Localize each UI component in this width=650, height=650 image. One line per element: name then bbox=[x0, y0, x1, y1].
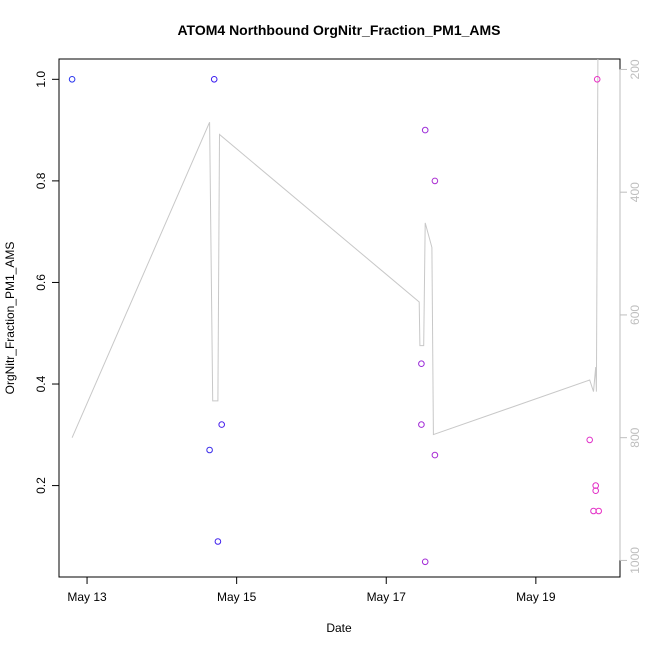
data-point bbox=[206, 446, 213, 454]
y-tick-label: 0.2 bbox=[34, 477, 48, 494]
data-point bbox=[68, 76, 76, 83]
y2-tick-label: 800 bbox=[628, 427, 642, 447]
data-point bbox=[431, 177, 439, 185]
y2-tick-label: 200 bbox=[628, 59, 642, 79]
altitude-line bbox=[71, 58, 599, 438]
data-point bbox=[592, 482, 600, 489]
y-tick-label: 0.6 bbox=[34, 274, 48, 291]
data-point bbox=[431, 451, 439, 459]
x-axis: May 13 May 15 May 17 May 19 bbox=[67, 576, 556, 604]
y2-tick-label: 400 bbox=[628, 182, 642, 202]
data-point bbox=[210, 76, 218, 83]
y-tick-label: 1.0 bbox=[34, 71, 48, 88]
altitude-line-layer bbox=[71, 58, 599, 438]
y2-tick-label: 600 bbox=[628, 305, 642, 325]
data-point bbox=[418, 421, 425, 428]
data-point bbox=[586, 436, 594, 444]
x-tick-label: May 13 bbox=[67, 590, 107, 604]
y-axis-left: 0.2 0.4 0.6 0.8 1.0 bbox=[34, 71, 60, 494]
y-tick-label: 0.4 bbox=[34, 375, 48, 392]
data-point bbox=[592, 487, 600, 495]
y-axis-label: OrgNitr_Fraction_PM1_AMS bbox=[3, 242, 17, 395]
data-point bbox=[418, 360, 425, 368]
data-point bbox=[593, 76, 601, 83]
x-tick-label: May 19 bbox=[516, 590, 556, 604]
x-tick-label: May 17 bbox=[367, 590, 407, 604]
data-point bbox=[218, 421, 225, 428]
points-layer bbox=[68, 76, 603, 566]
x-tick-label: May 15 bbox=[217, 590, 257, 604]
data-point bbox=[421, 558, 429, 566]
data-point bbox=[421, 126, 429, 134]
data-point bbox=[595, 507, 603, 515]
y2-tick-label: 1000 bbox=[628, 547, 642, 574]
y-axis-right: 200 400 600 800 1000 bbox=[619, 59, 642, 574]
data-point bbox=[214, 538, 222, 545]
x-axis-label: Date bbox=[326, 621, 352, 635]
chart-title: ATOM4 Northbound OrgNitr_Fraction_PM1_AM… bbox=[177, 22, 500, 38]
y-tick-label: 0.8 bbox=[34, 172, 48, 189]
plot-frame bbox=[58, 58, 621, 578]
